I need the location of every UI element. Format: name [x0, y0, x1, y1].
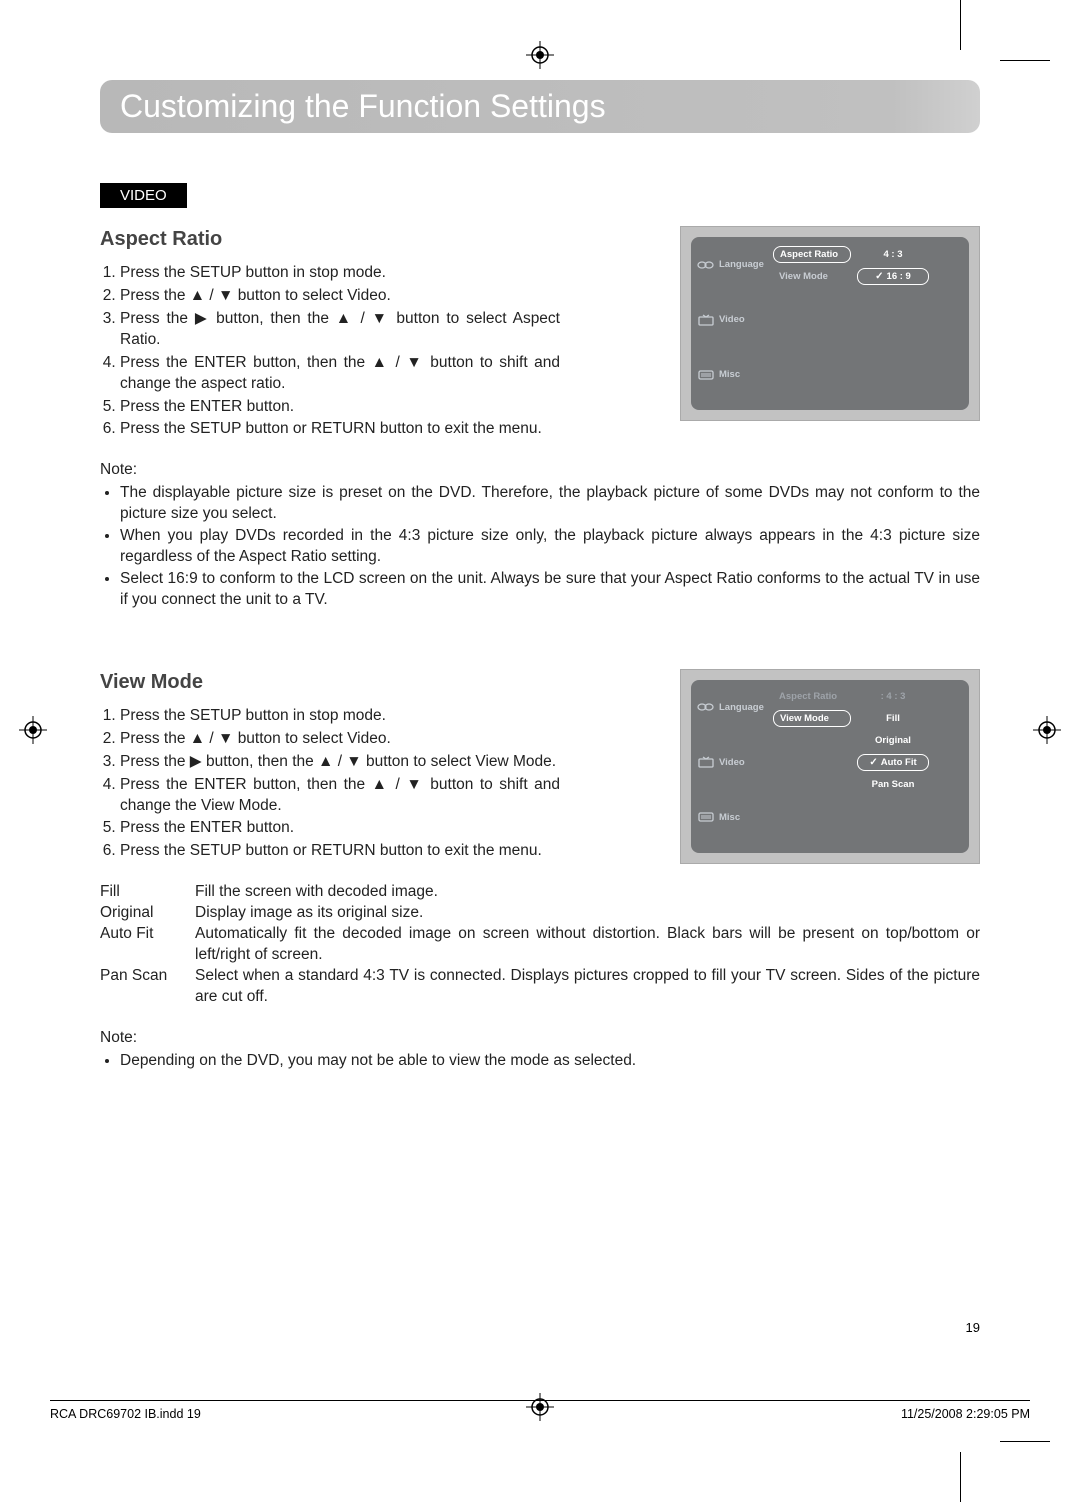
- step-item: Press the SETUP button in stop mode.: [120, 706, 560, 727]
- osd-sidebar: Language Video Misc: [691, 237, 769, 410]
- osd-tab-misc: Misc: [691, 790, 769, 845]
- osd-tab-misc: Misc: [691, 347, 769, 402]
- def-term: Fill: [100, 882, 195, 903]
- osd-tab-language: Language: [691, 237, 769, 292]
- crop-mark: [960, 0, 961, 50]
- note-label: Note:: [100, 460, 980, 481]
- footer-filename: RCA DRC69702 IB.indd 19: [50, 1407, 201, 1421]
- tv-icon: [697, 756, 715, 768]
- note-item: Select 16:9 to conform to the LCD screen…: [120, 569, 980, 611]
- osd-sidebar: Language Video Misc: [691, 680, 769, 853]
- note-item: Depending on the DVD, you may not be abl…: [120, 1051, 980, 1072]
- step-item: Press the ▲ / ▼ button to select Video.: [120, 729, 560, 750]
- osd-tab-video: Video: [691, 735, 769, 790]
- registration-mark-icon: [18, 715, 48, 745]
- osd-row: ✓ Auto Fit: [773, 752, 961, 774]
- view-mode-steps: Press the SETUP button in stop mode. Pre…: [100, 706, 560, 862]
- language-icon: [697, 701, 715, 713]
- registration-mark-icon: [1032, 715, 1062, 745]
- aspect-ratio-steps: Press the SETUP button in stop mode. Pre…: [100, 263, 560, 440]
- def-desc: Fill the screen with decoded image.: [195, 882, 980, 903]
- osd-row: Original: [773, 730, 961, 752]
- def-desc: Display image as its original size.: [195, 903, 980, 924]
- footer-timestamp: 11/25/2008 2:29:05 PM: [901, 1407, 1030, 1421]
- page-title-bar: Customizing the Function Settings: [100, 80, 980, 133]
- def-desc: Automatically fit the decoded image on s…: [195, 924, 980, 966]
- osd-row: Aspect Ratio : 4 : 3: [773, 686, 961, 708]
- step-item: Press the ENTER button.: [120, 818, 560, 839]
- def-term: Pan Scan: [100, 966, 195, 1008]
- page-title: Customizing the Function Settings: [120, 88, 606, 124]
- tv-icon: [697, 314, 715, 326]
- section-tag-video: VIDEO: [100, 183, 187, 208]
- aspect-ratio-notes: The displayable picture size is preset o…: [100, 483, 980, 611]
- step-item: Press the SETUP button or RETURN button …: [120, 841, 560, 862]
- osd-value-16-9: ✓ 16 : 9: [857, 268, 929, 285]
- print-footer: RCA DRC69702 IB.indd 19 11/25/2008 2:29:…: [50, 1400, 1030, 1421]
- osd-label-aspect-ratio: Aspect Ratio: [773, 689, 851, 704]
- osd-row: Aspect Ratio 4 : 3: [773, 243, 961, 265]
- view-mode-definitions: Fill Fill the screen with decoded image.…: [100, 882, 980, 1008]
- osd-option-original: Original: [857, 733, 929, 748]
- step-item: Press the ENTER button, then the ▲ / ▼ b…: [120, 775, 560, 817]
- osd-row: View Mode Fill: [773, 708, 961, 730]
- panel-icon: [697, 811, 715, 823]
- osd-value-4-3: 4 : 3: [857, 247, 929, 262]
- note-label: Note:: [100, 1028, 980, 1049]
- osd-value-4-3: : 4 : 3: [857, 689, 929, 704]
- panel-icon: [697, 369, 715, 381]
- osd-option-fill: Fill: [857, 711, 929, 726]
- registration-mark-icon: [525, 40, 555, 70]
- step-item: Press the ▶ button, then the ▲ / ▼ butto…: [120, 309, 560, 351]
- def-term: Original: [100, 903, 195, 924]
- note-item: The displayable picture size is preset o…: [120, 483, 980, 525]
- osd-aspect-ratio: Language Video Misc Aspect Ratio 4 : 3: [680, 226, 980, 421]
- step-item: Press the SETUP button or RETURN button …: [120, 419, 560, 440]
- osd-option-pan-scan: Pan Scan: [857, 777, 929, 792]
- step-item: Press the ▶ button, then the ▲ / ▼ butto…: [120, 752, 560, 773]
- check-icon: ✓: [875, 271, 883, 282]
- def-desc: Select when a standard 4:3 TV is connect…: [195, 966, 980, 1008]
- step-item: Press the ENTER button.: [120, 397, 560, 418]
- def-term: Auto Fit: [100, 924, 195, 966]
- crop-mark: [960, 1452, 961, 1502]
- osd-tab-language: Language: [691, 680, 769, 735]
- osd-tab-video: Video: [691, 292, 769, 347]
- osd-view-mode: Language Video Misc Aspect Ratio : 4 : 3: [680, 669, 980, 864]
- osd-label-view-mode: View Mode: [773, 269, 851, 284]
- osd-row: Pan Scan: [773, 774, 961, 796]
- osd-row: View Mode ✓ 16 : 9: [773, 265, 961, 287]
- step-item: Press the ▲ / ▼ button to select Video.: [120, 286, 560, 307]
- step-item: Press the ENTER button, then the ▲ / ▼ b…: [120, 353, 560, 395]
- osd-option-auto-fit: ✓ Auto Fit: [857, 754, 929, 771]
- step-item: Press the SETUP button in stop mode.: [120, 263, 560, 284]
- check-icon: ✓: [869, 757, 877, 768]
- note-item: When you play DVDs recorded in the 4:3 p…: [120, 526, 980, 568]
- view-mode-notes: Depending on the DVD, you may not be abl…: [100, 1051, 980, 1072]
- crop-mark: [1000, 1441, 1050, 1442]
- osd-label-aspect-ratio: Aspect Ratio: [773, 246, 851, 263]
- page-number: 19: [966, 1320, 980, 1335]
- language-icon: [697, 259, 715, 271]
- osd-label-view-mode: View Mode: [773, 710, 851, 727]
- crop-mark: [1000, 60, 1050, 61]
